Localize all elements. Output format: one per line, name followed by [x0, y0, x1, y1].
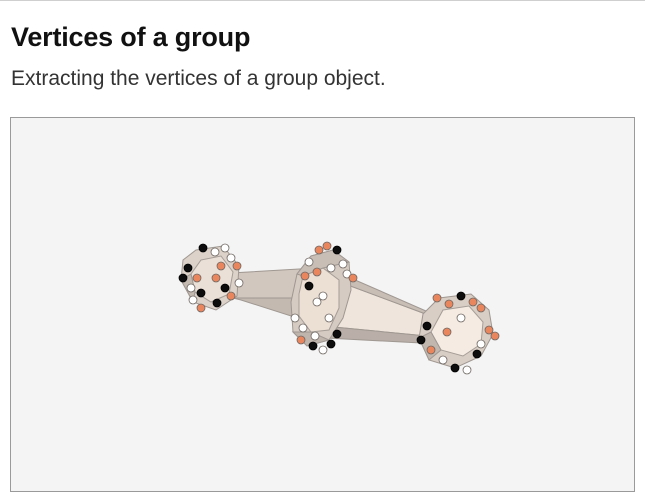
vertex-marker: [318, 345, 328, 355]
vertex-marker: [456, 313, 466, 323]
vertex-marker: [186, 283, 196, 293]
vertex-marker: [322, 241, 332, 251]
vertex-marker: [192, 273, 202, 283]
vertex-marker: [326, 263, 336, 273]
vertex-marker: [342, 269, 352, 279]
vertex-marker: [416, 335, 426, 345]
vertex-marker: [220, 283, 230, 293]
vertex-marker: [312, 297, 322, 307]
vertex-marker: [476, 303, 486, 313]
vertex-marker: [216, 261, 226, 271]
vertex-marker: [300, 271, 310, 281]
vertex-marker: [196, 288, 206, 298]
middle-vertices: [290, 241, 358, 355]
vertex-marker: [183, 263, 193, 273]
vertex-marker: [232, 261, 242, 271]
vertex-marker: [476, 339, 486, 349]
vertex-marker: [450, 363, 460, 373]
vertex-marker: [210, 247, 220, 257]
vertex-marker: [234, 278, 244, 288]
vertex-marker: [324, 313, 334, 323]
vertex-marker: [290, 313, 300, 323]
vertex-marker: [212, 298, 222, 308]
vertex-marker: [326, 339, 336, 349]
vertex-marker: [196, 303, 206, 313]
vertex-marker: [188, 295, 198, 305]
vertex-marker: [211, 273, 221, 283]
vertex-marker: [438, 355, 448, 365]
vertex-marker: [304, 257, 314, 267]
vertex-marker: [312, 267, 322, 277]
vertex-marker: [332, 245, 342, 255]
vertex-marker: [178, 273, 188, 283]
vertex-marker: [314, 245, 324, 255]
vertex-marker: [484, 325, 494, 335]
vertex-marker: [490, 331, 500, 341]
vertex-marker: [472, 349, 482, 359]
vertex-marker: [338, 259, 348, 269]
vertex-marker: [304, 281, 314, 291]
page-subtitle: Extracting the vertices of a group objec…: [11, 67, 386, 90]
vertex-marker: [226, 253, 236, 263]
vertex-marker: [310, 331, 320, 341]
vertex-marker: [442, 327, 452, 337]
vertex-marker: [422, 321, 432, 331]
vertex-marker: [296, 335, 306, 345]
vertex-marker: [468, 297, 478, 307]
vertex-marker: [220, 243, 230, 253]
vertex-marker: [456, 291, 466, 301]
vertex-marker: [298, 323, 308, 333]
scene-canvas[interactable]: [11, 118, 634, 491]
vertex-marker: [432, 293, 442, 303]
vertex-marker: [318, 291, 328, 301]
vertex-marker: [308, 341, 318, 351]
vertex-marker: [198, 243, 208, 253]
right-vertices: [416, 291, 500, 375]
vertex-marker: [226, 291, 236, 301]
left-vertices: [178, 243, 244, 313]
page-title: Vertices of a group: [11, 22, 251, 52]
vertex-marker: [426, 345, 436, 355]
3d-viewport[interactable]: [10, 117, 635, 492]
vertex-marker: [462, 365, 472, 375]
vertex-marker: [332, 329, 342, 339]
vertex-marker: [444, 299, 454, 309]
top-divider: [0, 0, 645, 1]
right-dodecahedron: [418, 293, 494, 369]
vertex-marker: [348, 273, 358, 283]
